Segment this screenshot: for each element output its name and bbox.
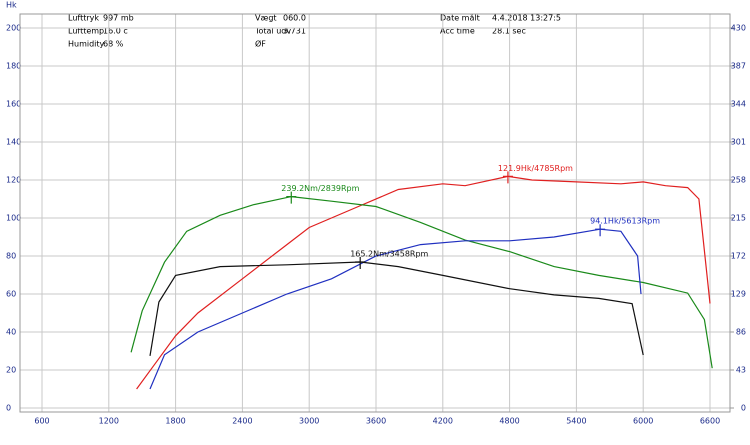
- y-tick-label: 40: [6, 328, 16, 337]
- info-label: Lufttemp: [68, 27, 104, 36]
- y-tick-label: 60: [6, 290, 16, 299]
- y-tick-label: 20: [6, 366, 16, 375]
- info-label: ØF: [255, 39, 266, 49]
- x-tick-label: 4200: [433, 417, 453, 426]
- info-value: 997 mb: [103, 14, 134, 23]
- y-tick-label: 0: [6, 404, 11, 413]
- y2-tick-label: 215: [731, 214, 746, 223]
- info-label: Lufttryk: [68, 14, 99, 23]
- plot-frame: [19, 13, 731, 413]
- x-tick-label: 1800: [165, 417, 185, 426]
- y-tick-label: 120: [6, 176, 21, 185]
- y2-tick-label: 43: [736, 366, 746, 375]
- y2-tick-label: 0: [741, 404, 746, 413]
- x-tick-label: 5400: [566, 417, 586, 426]
- y2-tick-label: 129: [731, 290, 746, 299]
- y-axis-label: Hk: [6, 1, 17, 10]
- info-label: Date målt: [440, 13, 480, 23]
- info-value: 4.4.2018 13:27:5: [492, 14, 561, 23]
- peak-label: 165.2Nm/3458Rpm: [350, 250, 428, 259]
- info-value: 68 %: [103, 40, 124, 49]
- y-tick-label: 180: [6, 62, 21, 71]
- curve: [149, 261, 644, 356]
- x-tick-label: 600: [34, 417, 49, 426]
- peak-marker: [286, 191, 297, 204]
- x-tick-label: 6000: [633, 417, 653, 426]
- x-tick-label: 6600: [700, 417, 720, 426]
- y-tick-label: 80: [6, 252, 16, 261]
- y2-tick-label: 86: [736, 328, 746, 337]
- peak-label: 121.9Hk/4785Rpm: [498, 164, 573, 173]
- curve: [136, 175, 711, 390]
- info-value: 060.0: [283, 14, 306, 23]
- y-tick-label: 140: [6, 138, 21, 147]
- y2-tick-label: 258: [731, 176, 746, 185]
- peak-marker: [502, 171, 513, 184]
- y-tick-label: 100: [6, 214, 21, 223]
- info-label: Acc time: [440, 27, 475, 36]
- y-tick-label: 200: [6, 24, 21, 33]
- x-tick-label: 2400: [232, 417, 252, 426]
- y2-tick-label: 172: [731, 252, 746, 261]
- peak-marker: [355, 257, 366, 270]
- peak-marker: [595, 224, 606, 237]
- x-tick-label: 4800: [499, 417, 519, 426]
- info-label: Total udv: [254, 27, 291, 36]
- x-tick-label: 1200: [99, 417, 119, 426]
- info-value: 28.1 sec: [492, 27, 526, 36]
- y2-tick-label: 301: [731, 138, 746, 147]
- x-tick-label: 3600: [366, 417, 386, 426]
- info-label: Vægt: [255, 14, 277, 23]
- curve: [130, 195, 713, 369]
- curve: [149, 228, 642, 390]
- y2-tick-label: 387: [731, 62, 746, 71]
- x-tick-label: 3000: [299, 417, 319, 426]
- y-tick-label: 160: [6, 100, 21, 109]
- info-value: 16.0 c: [103, 27, 128, 36]
- peak-label: 239.2Nm/2839Rpm: [281, 184, 359, 193]
- info-value: 3.731: [283, 27, 306, 36]
- peak-label: 94.1Hk/5613Rpm: [590, 217, 660, 226]
- y2-tick-label: 430: [731, 24, 746, 33]
- info-label: Humidity: [68, 40, 105, 49]
- y2-tick-label: 344: [731, 100, 746, 109]
